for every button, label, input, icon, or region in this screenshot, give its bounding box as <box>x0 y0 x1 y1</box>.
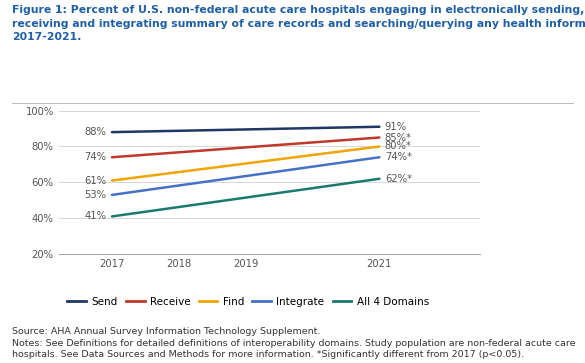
Text: 74%*: 74%* <box>385 152 412 162</box>
Text: Source: AHA Annual Survey Information Technology Supplement.
Notes: See Definiti: Source: AHA Annual Survey Information Te… <box>12 327 575 359</box>
Text: 85%*: 85%* <box>385 132 412 143</box>
Text: 80%*: 80%* <box>385 142 412 151</box>
Text: 41%: 41% <box>85 211 106 221</box>
Text: 53%: 53% <box>85 190 106 200</box>
Text: 88%: 88% <box>85 127 106 137</box>
Text: 74%: 74% <box>85 152 106 162</box>
Text: 62%*: 62%* <box>385 174 412 184</box>
Text: 91%: 91% <box>385 122 407 132</box>
Text: Figure 1: Percent of U.S. non-federal acute care hospitals engaging in electroni: Figure 1: Percent of U.S. non-federal ac… <box>12 5 585 42</box>
Legend: Send, Receive, Find, Integrate, All 4 Domains: Send, Receive, Find, Integrate, All 4 Do… <box>63 293 433 311</box>
Text: 61%: 61% <box>84 176 106 185</box>
